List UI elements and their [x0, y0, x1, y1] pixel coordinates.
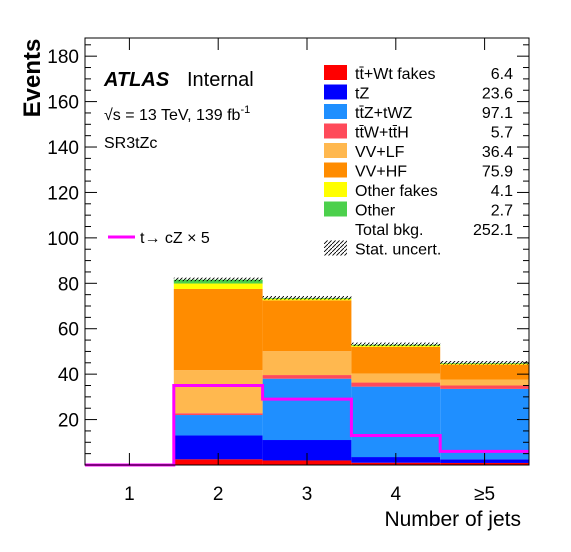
legend-yield-5: 75.9 — [482, 164, 513, 181]
bar-segment-1-bin-1 — [173, 435, 263, 460]
stat-uncertainty-bands — [173, 277, 529, 365]
y-tick-label-120: 120 — [47, 183, 79, 204]
legend-swatch-2 — [324, 104, 347, 119]
legend: tt̄+Wt fakes 6.4 tZ 23.6 tt̄Z+tWZ 97.1 tt̄W+tt… — [324, 65, 513, 259]
bar-segment-2-bin-4 — [440, 388, 529, 460]
bar-segment-3-bin-4 — [440, 385, 529, 389]
legend-label-2: tt̄Z+tWZ — [355, 105, 413, 122]
bar-segment-4-bin-4 — [440, 379, 529, 386]
y-tick-label-80: 80 — [58, 274, 79, 295]
axes: 20 40 60 80 100 120 140 160 180 1 2 3 4 ≥5 — [47, 38, 529, 505]
stat-uncertainty-band-2 — [262, 296, 352, 300]
y-tick-label-60: 60 — [58, 320, 79, 341]
legend-label-4: VV+LF — [355, 144, 405, 161]
legend-swatch-4 — [324, 143, 347, 158]
legend-yield-2: 97.1 — [482, 105, 513, 122]
signal-histogram — [85, 384, 529, 467]
legend-yield-1: 23.6 — [482, 86, 513, 103]
legend-yield-6: 4.1 — [491, 183, 513, 200]
x-tick-label-3: 4 — [391, 484, 402, 505]
legend-uncert-swatch — [324, 240, 347, 256]
bar-segment-2-bin-1 — [173, 415, 263, 436]
x-tick-label-0: 1 — [124, 484, 135, 505]
legend-total-yield: 252.1 — [473, 222, 513, 239]
bar-segment-6-bin-1 — [173, 283, 263, 289]
legend-yield-7: 2.7 — [491, 203, 513, 220]
x-tick-label-4: ≥5 — [474, 484, 495, 505]
legend-swatch-6 — [324, 182, 347, 197]
bar-segment-3-bin-2 — [262, 375, 352, 379]
bar-segment-2-bin-3 — [351, 386, 441, 458]
x-tick-label-1: 2 — [213, 484, 224, 505]
bar-segment-4-bin-1 — [173, 370, 263, 414]
bar-segment-5-bin-1 — [173, 288, 263, 371]
signal-legend-entry: t→ cZ × 5 — [108, 230, 210, 247]
signal-line — [85, 384, 529, 467]
bar-segment-4-bin-3 — [351, 373, 441, 383]
stacked-bars — [173, 279, 529, 465]
atlas-status-label: Internal — [187, 69, 254, 91]
x-tick-label-2: 3 — [302, 484, 313, 505]
bar-segment-3-bin-3 — [351, 382, 441, 387]
legend-label-6: Other fakes — [355, 183, 438, 200]
bar-segment-5-bin-2 — [262, 300, 352, 352]
bar-segment-3-bin-1 — [173, 413, 263, 416]
y-axis-label: Events — [19, 39, 46, 118]
bar-segment-5-bin-3 — [351, 346, 441, 374]
legend-total-label: Total bkg. — [355, 222, 423, 239]
legend-label-5: VV+HF — [355, 164, 407, 181]
atlas-label: ATLAS — [103, 69, 170, 91]
legend-label-7: Other — [355, 203, 396, 220]
legend-uncert-label: Stat. uncert. — [355, 242, 441, 259]
legend-yield-0: 6.4 — [491, 66, 513, 83]
y-tick-label-160: 160 — [47, 93, 79, 114]
energy-lumi-label: √s = 13 TeV, 139 fb-1 — [104, 104, 250, 124]
region-label: SR3tZc — [104, 135, 157, 152]
x-axis-label: Number of jets — [384, 508, 521, 531]
y-tick-label-100: 100 — [47, 229, 79, 250]
stat-uncertainty-band-3 — [351, 342, 441, 347]
legend-swatch-0 — [324, 65, 347, 80]
bar-segment-2-bin-2 — [262, 378, 352, 441]
stat-uncertainty-band-4 — [440, 361, 529, 365]
energy-lumi-text: √s = 13 TeV, 139 fb — [104, 107, 241, 124]
bar-segment-6-bin-3 — [351, 345, 441, 347]
legend-label-1: tZ — [355, 86, 369, 103]
legend-swatch-1 — [324, 84, 347, 100]
signal-legend-label: t→ cZ × 5 — [140, 230, 210, 247]
y-tick-label-140: 140 — [47, 138, 79, 159]
y-tick-label-20: 20 — [58, 411, 79, 432]
stat-uncertainty-band-1 — [173, 277, 263, 282]
legend-yield-4: 36.4 — [482, 144, 513, 161]
legend-swatch-5 — [324, 162, 347, 178]
bar-segment-5-bin-4 — [440, 364, 529, 380]
bar-segment-7-bin-1 — [173, 279, 263, 284]
y-tick-label-40: 40 — [58, 365, 79, 386]
lumi-unit-exponent: -1 — [240, 104, 250, 116]
legend-swatch-7 — [324, 201, 347, 217]
legend-label-3: tt̄W+tt̄H — [355, 125, 409, 142]
legend-yield-3: 5.7 — [491, 125, 513, 142]
bar-segment-4-bin-2 — [262, 351, 352, 376]
bar-segment-1-bin-2 — [262, 440, 352, 461]
legend-label-0: tt̄+Wt fakes — [355, 66, 435, 83]
legend-swatch-3 — [324, 123, 347, 139]
y-tick-label-180: 180 — [47, 47, 79, 68]
